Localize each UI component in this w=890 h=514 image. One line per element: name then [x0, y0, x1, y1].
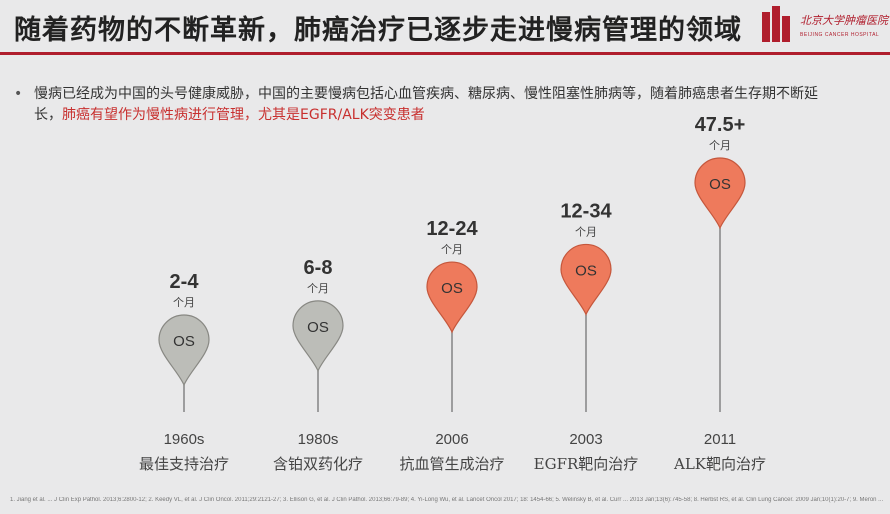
- milestone-therapy-label: 最佳支持治疗: [139, 455, 229, 473]
- milestone-therapy-label: ALK靶向治疗: [673, 455, 766, 473]
- os-pin-marker: [560, 243, 612, 316]
- os-pin-label: OS: [441, 280, 463, 297]
- references-footnote: 1. Jiang et al. ... J Clin Exp Pathol. 2…: [10, 497, 884, 503]
- os-pin-label: OS: [575, 262, 597, 279]
- os-pin-label: OS: [307, 319, 329, 336]
- milestone-year-label: 2003: [569, 431, 602, 448]
- milestone-year-label: 2006: [435, 431, 468, 448]
- os-value-label: 12-24: [426, 218, 478, 240]
- bullet-text: • 慢病已经成为中国的头号健康威胁，中国的主要慢病包括心血管疾病、糖尿病、慢性阻…: [14, 84, 834, 126]
- logo-name: 北京大学肿瘤医院: [800, 14, 888, 27]
- os-unit-label: 个月: [307, 282, 329, 295]
- os-unit-label: 个月: [441, 243, 463, 256]
- os-pin-marker: [292, 300, 344, 373]
- os-unit-label: 个月: [575, 225, 597, 238]
- bullet-plain-text: 慢病已经成为中国的头号健康威胁，中国的主要慢病包括心血管疾病、糖尿病、慢性阻塞性…: [34, 86, 818, 123]
- milestone-year-label: 1980s: [298, 431, 339, 448]
- milestone-therapy-label: EGFR靶向治疗: [534, 455, 639, 473]
- logo-mark-icon: [762, 6, 790, 42]
- os-unit-label: 个月: [709, 139, 731, 152]
- logo-subtitle: BEIJING CANCER HOSPITAL: [800, 32, 880, 38]
- hospital-logo: 北京大学肿瘤医院 BEIJING CANCER HOSPITAL: [760, 4, 888, 48]
- milestone-year-label: 1960s: [164, 431, 205, 448]
- os-pin-marker: [694, 157, 746, 230]
- os-pin-marker: [158, 314, 210, 387]
- bullet-highlight-text: 肺癌有望作为慢性病进行管理，尤其是EGFR/ALK突变患者: [62, 107, 425, 123]
- os-pin-label: OS: [709, 176, 731, 193]
- os-pin-marker: [426, 261, 478, 334]
- os-value-label: 6-8: [304, 257, 333, 279]
- os-value-label: 47.5+: [695, 114, 746, 136]
- milestone-year-label: 2011: [704, 431, 736, 448]
- bullet-dot-icon: •: [14, 86, 23, 102]
- milestone-therapy-label: 抗血管生成治疗: [399, 455, 504, 473]
- os-unit-label: 个月: [173, 296, 195, 309]
- milestone-therapy-label: 含铂双药化疗: [273, 455, 363, 473]
- slide-title: 随着药物的不断革新，肺癌治疗已逐步走进慢病管理的领域: [14, 15, 742, 46]
- os-value-label: 2-4: [170, 271, 200, 293]
- os-pin-label: OS: [173, 333, 195, 350]
- os-value-label: 12-34: [560, 200, 612, 222]
- title-divider: [0, 52, 890, 55]
